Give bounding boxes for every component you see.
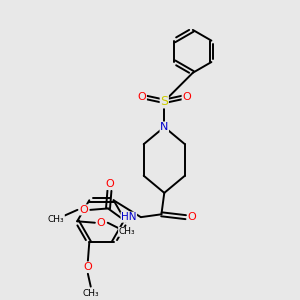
Text: CH₃: CH₃ [118,227,135,236]
Text: O: O [182,92,191,102]
Text: O: O [83,262,92,272]
Text: HN: HN [121,212,136,222]
Text: S: S [160,95,168,108]
Text: N: N [160,122,169,132]
Text: O: O [188,212,196,222]
Text: O: O [80,205,88,215]
Text: O: O [105,179,114,189]
Text: O: O [97,218,106,228]
Text: O: O [138,92,146,102]
Text: CH₃: CH₃ [48,214,64,224]
Text: CH₃: CH₃ [82,289,99,298]
